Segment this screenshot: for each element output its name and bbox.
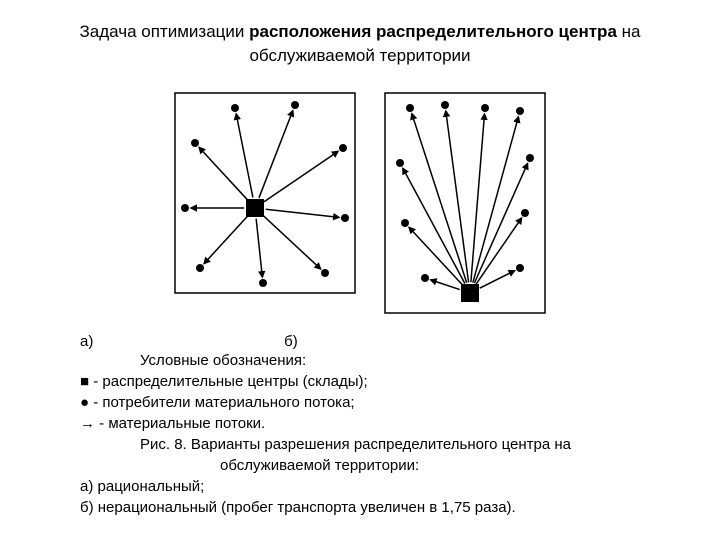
label-a: а) xyxy=(80,333,280,350)
option-b: б) нерациональный (пробег транспорта уве… xyxy=(80,497,680,518)
legend: Условные обозначения: ■ - распределитель… xyxy=(80,350,680,518)
legend-item-0: ■ - распределительные центры (склады); xyxy=(80,371,680,392)
legend-item-1: ● - потребители материального потока; xyxy=(80,392,680,413)
diagram-b xyxy=(380,88,550,318)
page-title: Задача оптимизации расположения распреде… xyxy=(40,20,680,68)
label-b: б) xyxy=(284,333,298,350)
diagram-row xyxy=(40,88,680,318)
legend-item-2: → - материальные потоки. xyxy=(80,413,680,434)
diagram-labels: а) б) xyxy=(80,333,680,350)
option-a: а) рациональный; xyxy=(80,476,680,497)
legend-heading: Условные обозначения: xyxy=(140,350,680,371)
caption-line-2: обслуживаемой территории: xyxy=(220,455,680,476)
caption-line-1: Рис. 8. Варианты разрешения распределите… xyxy=(140,434,680,455)
diagram-a xyxy=(170,88,360,318)
